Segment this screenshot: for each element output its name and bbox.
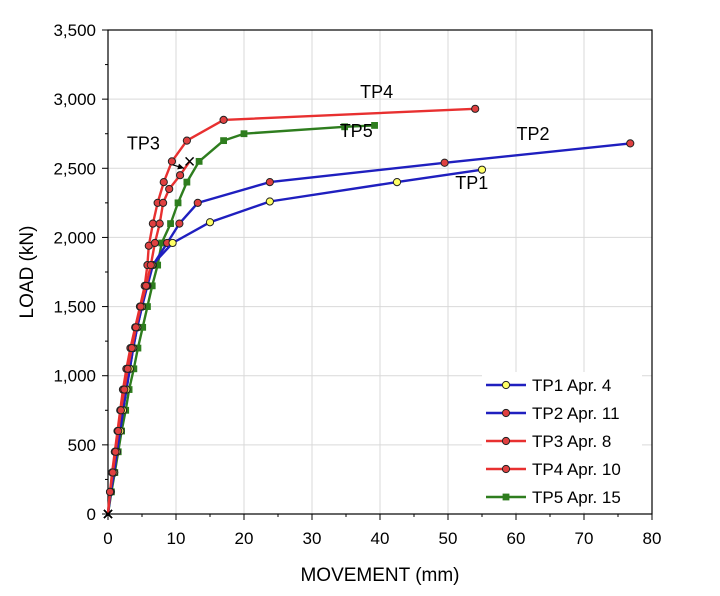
x-tick-label: 60 xyxy=(507,529,526,548)
x-tick-label: 30 xyxy=(303,529,322,548)
series-annotation: TP1 xyxy=(455,173,488,193)
y-tick-label: 0 xyxy=(87,505,96,524)
legend-label: TP5 Apr. 15 xyxy=(532,488,621,507)
x-tick-label: 10 xyxy=(167,529,186,548)
series-5 xyxy=(103,122,378,519)
series-annotation: TP2 xyxy=(516,124,549,144)
series-lines xyxy=(103,104,635,519)
y-tick-label: 3,000 xyxy=(53,90,96,109)
annotations: TP4 TP5 TP2 TP1 TP3 xyxy=(127,82,550,193)
data-point xyxy=(158,198,168,207)
data-point xyxy=(205,218,215,227)
axis-ticks: 0 10 20 30 40 50 60 70 80 0 500 1,000 1,500 2,000 2,50… xyxy=(53,21,661,548)
data-point xyxy=(220,137,228,145)
x-tick-label: 50 xyxy=(439,529,458,548)
legend-entry: TP5 Apr. 15 xyxy=(486,488,621,507)
data-point xyxy=(127,343,136,353)
data-point xyxy=(165,184,174,194)
x-tick-label: 20 xyxy=(235,529,254,548)
data-point xyxy=(167,157,177,166)
series-annotation: TP4 xyxy=(360,82,393,102)
data-point xyxy=(131,323,140,332)
y-axis-title: LOAD (kN) xyxy=(17,226,38,319)
data-point xyxy=(116,406,126,415)
data-point xyxy=(150,238,160,248)
data-point xyxy=(105,487,115,496)
data-point xyxy=(477,165,487,174)
legend-entry: TP2 Apr. 11 xyxy=(486,404,620,423)
legend-entry: TP1 Apr. 4 xyxy=(486,376,611,395)
data-point xyxy=(392,178,402,187)
x-tick-label: 40 xyxy=(371,529,390,548)
data-point xyxy=(174,199,182,207)
data-point xyxy=(136,302,145,311)
data-point xyxy=(123,364,132,373)
data-point xyxy=(341,123,349,131)
legend-swatch-marker xyxy=(501,380,511,390)
series-line xyxy=(106,168,483,515)
data-point xyxy=(182,136,191,145)
data-point xyxy=(471,104,480,113)
grid xyxy=(108,30,652,514)
series-annotation: TP3 xyxy=(127,134,160,154)
y-tick-label: 2,500 xyxy=(53,159,96,178)
data-point xyxy=(626,139,635,148)
legend-swatch-marker xyxy=(501,436,511,446)
y-tick-label: 500 xyxy=(68,436,96,455)
series-line xyxy=(106,160,191,515)
series-line xyxy=(106,124,375,515)
series-annotation: TP5 xyxy=(340,121,373,141)
legend-entry: TP4 Apr. 10 xyxy=(486,460,621,479)
data-point xyxy=(141,281,151,290)
data-point xyxy=(183,178,191,186)
data-point xyxy=(155,219,164,228)
y-tick-label: 2,000 xyxy=(53,228,96,247)
data-point xyxy=(175,171,185,180)
data-point xyxy=(265,197,274,206)
annotation-arrowhead xyxy=(177,163,185,170)
data-point xyxy=(240,130,248,138)
legend-entry: TP3 Apr. 8 xyxy=(486,432,611,451)
data-point xyxy=(193,198,202,207)
series-3 xyxy=(103,156,195,519)
data-point xyxy=(114,426,123,436)
x-axis-title: MOVEMENT (mm) xyxy=(300,565,459,586)
x-tick-label: 70 xyxy=(575,529,594,548)
y-tick-label: 1,000 xyxy=(53,367,96,386)
x-tick-label: 80 xyxy=(643,529,662,548)
y-tick-label: 3,500 xyxy=(53,21,96,40)
data-point xyxy=(219,115,228,124)
data-point xyxy=(168,238,177,248)
series-4 xyxy=(103,104,480,519)
x-tick-label: 0 xyxy=(103,529,112,548)
data-point xyxy=(111,447,120,456)
data-point xyxy=(175,219,184,228)
legend: TP1 Apr. 4 TP2 Apr. 11 TP3 Apr. 8 TP4 Apr. … xyxy=(482,372,642,512)
data-point xyxy=(265,178,274,187)
data-point xyxy=(185,156,195,166)
data-point xyxy=(146,260,155,270)
data-point xyxy=(120,385,129,394)
data-point xyxy=(108,468,117,477)
legend-label: TP1 Apr. 4 xyxy=(532,376,611,395)
legend-swatch-marker xyxy=(502,493,510,501)
data-point xyxy=(440,158,449,167)
legend-swatch-marker xyxy=(501,408,511,418)
data-point xyxy=(195,157,203,165)
data-point xyxy=(371,122,378,129)
y-tick-label: 1,500 xyxy=(53,298,96,317)
legend-label: TP4 Apr. 10 xyxy=(532,460,621,479)
series-line xyxy=(106,107,476,515)
data-point xyxy=(103,509,113,519)
data-point xyxy=(159,178,168,187)
legend-swatch-marker xyxy=(501,464,511,474)
legend-label: TP3 Apr. 8 xyxy=(532,432,611,451)
legend-label: TP2 Apr. 11 xyxy=(532,404,620,423)
data-point xyxy=(148,219,157,228)
data-point xyxy=(167,220,174,228)
